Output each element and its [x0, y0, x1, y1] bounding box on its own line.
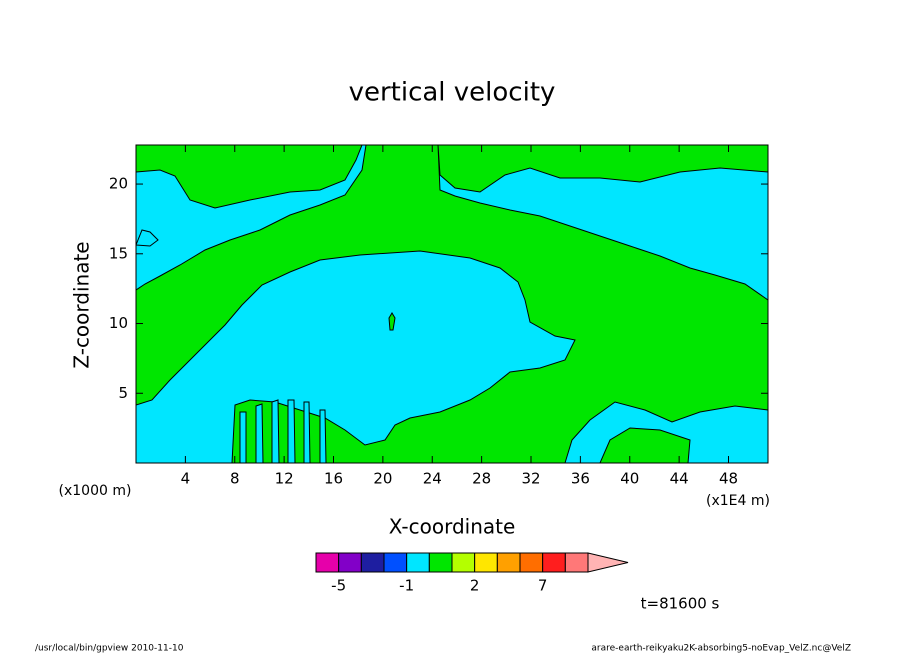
y-tick-label: 5 [118, 384, 128, 402]
x-tick-label: 28 [472, 470, 491, 488]
field-region [239, 411, 247, 463]
x-tick-label: 48 [719, 470, 738, 488]
colorbar-tick-label: 2 [470, 577, 480, 595]
colorbar-segment [496, 552, 521, 573]
x-tick-label: 16 [324, 470, 343, 488]
contour-field [136, 145, 768, 463]
x-tick-label: 12 [275, 470, 294, 488]
colorbar-segment [542, 552, 566, 573]
chart-title: vertical velocity [349, 78, 556, 108]
x-unit-label: (x1000 m) [59, 483, 132, 499]
x-tick-label: 36 [571, 470, 590, 488]
colorbar-segment [406, 552, 430, 573]
field-region [388, 312, 396, 331]
x-tick-label: 32 [521, 470, 540, 488]
x-scale-label: (x1E4 m) [706, 493, 770, 509]
colorbar-extension [587, 552, 629, 573]
footer-right: arare-earth-reikyaku2K-absorbing5-noEvap… [591, 644, 851, 654]
field-region [437, 145, 768, 301]
field-region [136, 229, 159, 247]
colorbar-segment [451, 552, 476, 573]
x-tick-label: 8 [230, 470, 240, 488]
colorbar-segment [474, 552, 498, 573]
annotation: t=81600 s [641, 595, 720, 613]
field-region [271, 399, 280, 463]
field-region [255, 403, 264, 463]
plot-frame [135, 144, 769, 464]
y-tick-label: 20 [109, 175, 128, 193]
footer-left: /usr/local/bin/gpview 2010-11-10 [35, 644, 184, 654]
colorbar-segment [315, 552, 340, 573]
colorbar-segment [564, 552, 589, 573]
y-axis-label: Z-coordinate [70, 241, 94, 368]
colorbar-segment [360, 552, 385, 573]
field-region [136, 145, 367, 291]
x-tick-label: 40 [620, 470, 639, 488]
x-tick-label: 24 [423, 470, 442, 488]
x-tick-label: 4 [181, 470, 191, 488]
colorbar-tick-label: -1 [399, 577, 414, 595]
field-region [564, 401, 768, 463]
field-region [287, 399, 296, 463]
x-tick-label: 44 [670, 470, 689, 488]
colorbar-tick-label: 7 [538, 577, 548, 595]
colorbar-segment [428, 552, 453, 573]
x-tick-label: 20 [373, 470, 392, 488]
y-tick-label: 15 [109, 244, 128, 262]
field-region [303, 401, 311, 463]
field-region [319, 409, 327, 463]
colorbar-segment [519, 552, 544, 573]
colorbar-segment [383, 552, 408, 573]
colorbar-tick-label: -5 [331, 577, 346, 595]
y-tick-label: 10 [109, 314, 128, 332]
x-axis-label: X-coordinate [389, 515, 516, 539]
colorbar-segment [338, 552, 362, 573]
